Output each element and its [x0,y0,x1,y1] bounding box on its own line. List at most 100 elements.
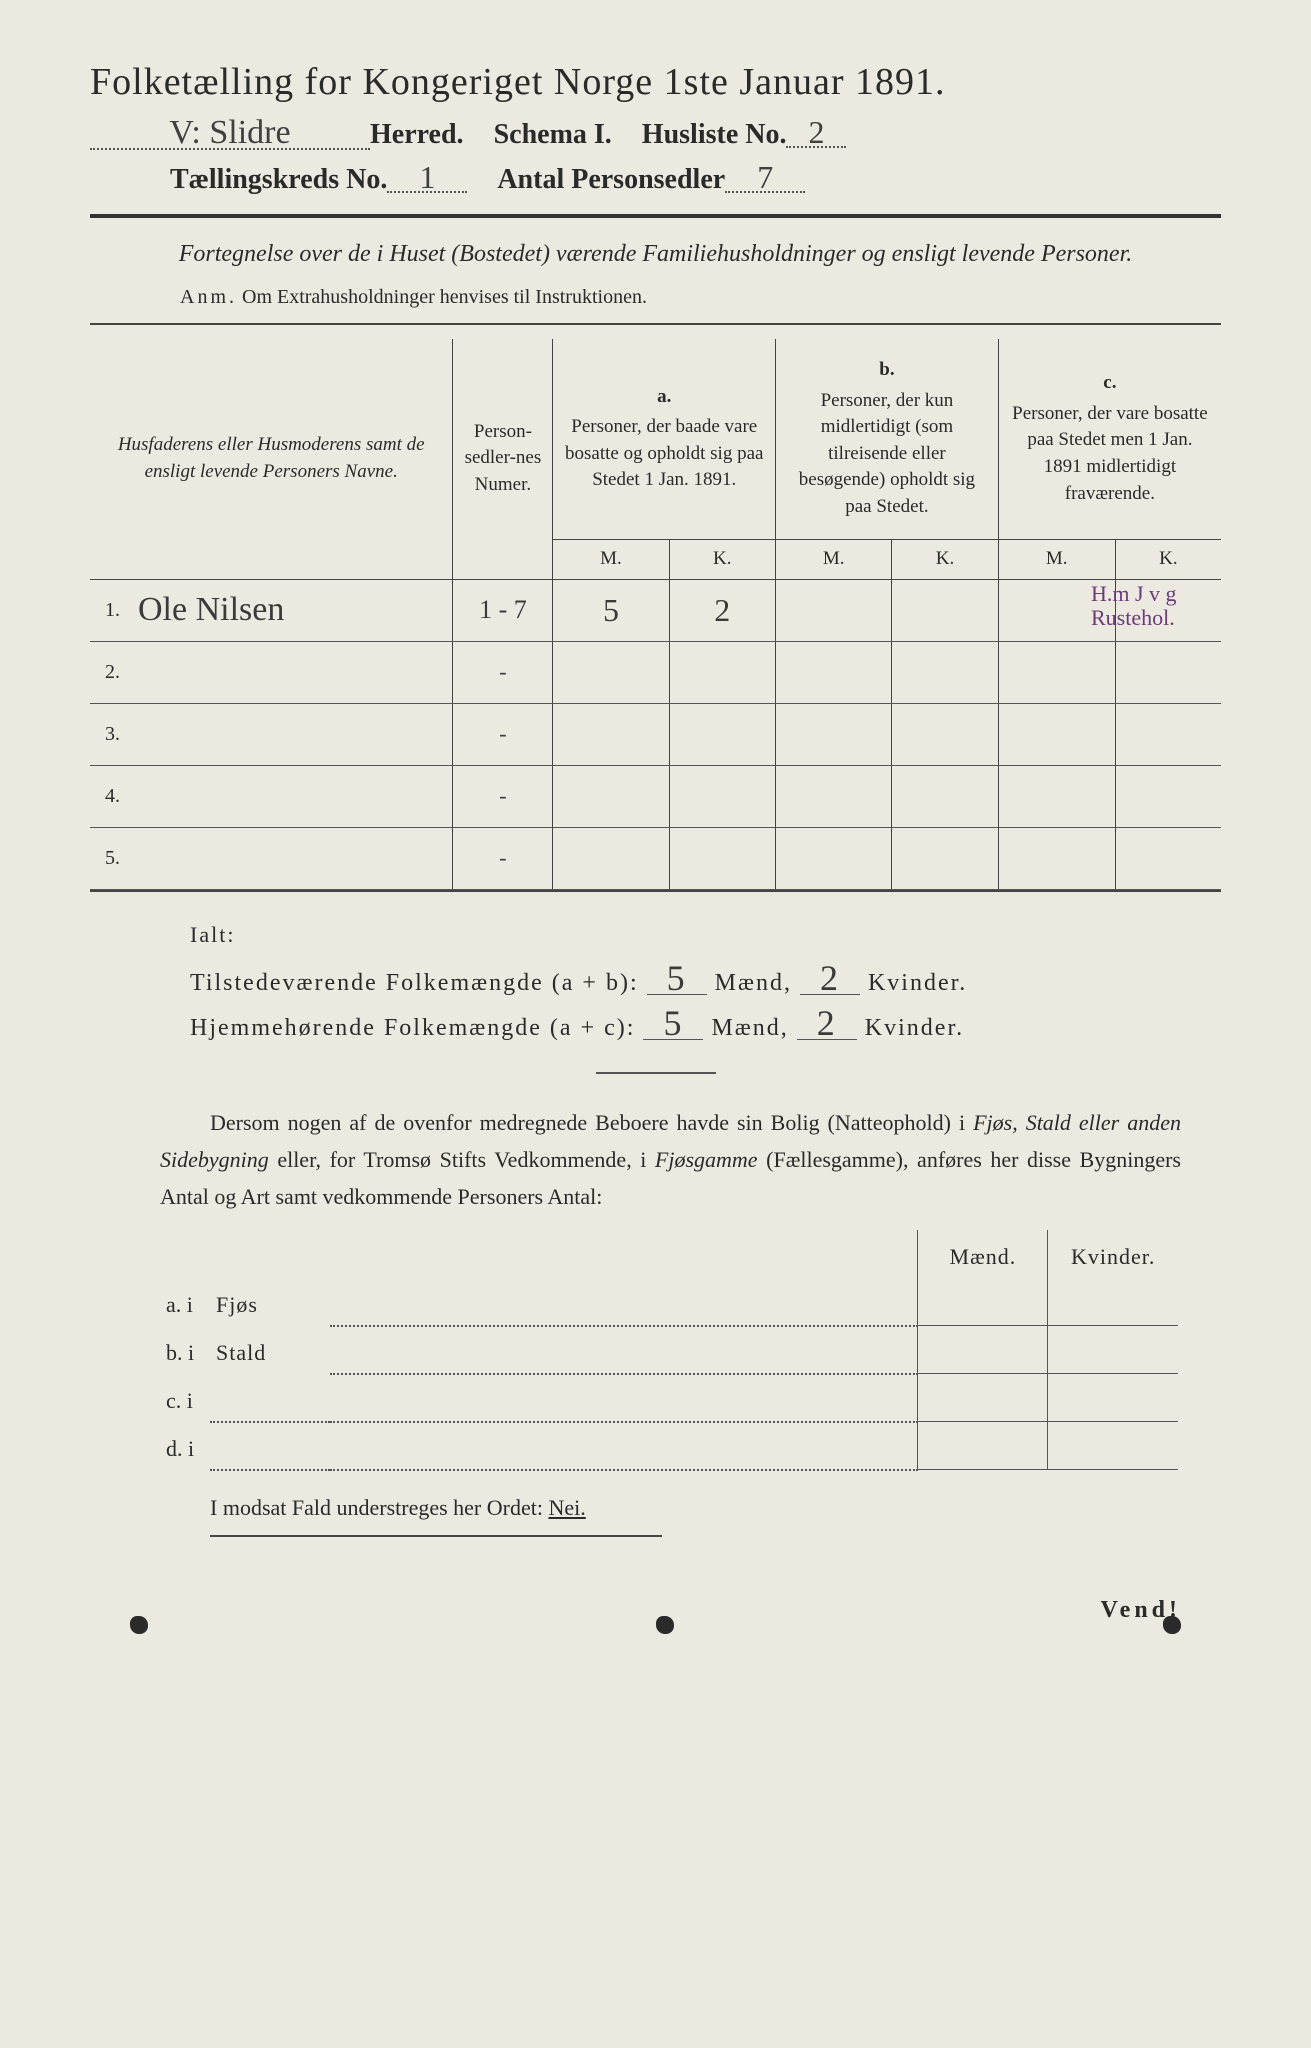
table-row: 5. - [90,827,1221,889]
sum2-m: 5 [643,1007,703,1040]
para-a: Dersom nogen af de ovenfor medregnede Be… [210,1110,973,1135]
table-row: 4. - [90,765,1221,827]
col-a-text: Personer, der baade vare bosatte og opho… [565,416,763,490]
row-am [553,827,669,889]
rule-2 [90,323,1221,325]
form-subtitle: Fortegnelse over de i Huset (Bostedet) v… [90,236,1221,272]
final-b: Nei. [548,1495,585,1520]
col-b-letter: b. [784,357,990,384]
sub-row: d. i [160,1422,1178,1470]
sub-m [918,1422,1048,1470]
paragraph: Dersom nogen af de ovenfor medregnede Be… [160,1104,1181,1216]
sub-k [1048,1374,1178,1422]
sub-m [918,1326,1048,1374]
anm-line: Anm. Om Extrahusholdninger henvises til … [180,286,1221,309]
row-am [553,641,669,703]
row-bm [776,641,892,703]
col-numer: Person-sedler-nes Numer. [453,339,553,579]
maend-label: Mænd, [715,970,792,997]
para-c: eller, for Tromsø Stifts Vedkommende, i [269,1147,655,1172]
col-a: a. Personer, der baade vare bosatte og o… [553,339,776,539]
sub-maend-label: Mænd. [918,1230,1048,1278]
binding-hole-icon [656,1616,674,1634]
row-bk [892,579,999,641]
col-c-letter: c. [1007,370,1213,397]
col-b-k: K. [892,539,999,579]
sub-word: Fjøs [210,1278,330,1326]
row-ak [669,765,776,827]
row-ak [669,703,776,765]
col-a-k: K. [669,539,776,579]
sub-kvinder-label: Kvinder. [1048,1230,1178,1278]
row-numer: - [453,641,553,703]
short-rule [596,1072,716,1074]
binding-hole-icon [130,1616,148,1634]
sub-table: Mænd. Kvinder. a. i Fjøs b. i Stald c. i… [160,1230,1178,1471]
row-num: 1. [90,579,130,641]
ialt-section: Ialt: Tilstedeværende Folkemængde (a + b… [190,922,1221,1042]
row-num: 2. [90,641,130,703]
table-row: 3. - [90,703,1221,765]
husliste-label: Husliste No. [642,119,787,151]
row-am: 5 [553,579,669,641]
antal-field: 7 [725,161,805,193]
row-num: 4. [90,765,130,827]
row-am [553,703,669,765]
sub-k [1048,1326,1178,1374]
kreds-label: Tællingskreds No. [170,164,387,196]
kreds-field: 1 [387,161,467,193]
sub-lab: b. i [160,1326,210,1374]
herred-field: V: Slidre [90,116,370,150]
sum2-label: Hjemmehørende Folkemængde (a + c): [190,1015,635,1042]
row-name [130,703,453,765]
sum-line-2: Hjemmehørende Folkemængde (a + c): 5 Mæn… [190,1007,1221,1042]
table-row: 1. Ole Nilsen 1 - 7 5 2 H.m J v g Rusteh… [90,579,1221,641]
col-b-m: M. [776,539,892,579]
row-ck [1115,641,1221,703]
col-b-text: Personer, der kun midlertidigt (som tilr… [799,390,975,517]
row-bk [892,641,999,703]
rule-4 [210,1535,662,1537]
final-a: I modsat Fald understreges her Ordet: [210,1495,548,1520]
row-bk [892,765,999,827]
vend-label: Vend! [90,1597,1181,1624]
row-am [553,765,669,827]
sub-m [918,1278,1048,1326]
census-form-page: Folketælling for Kongeriget Norge 1ste J… [90,60,1221,1624]
anm-text: Om Extrahusholdninger henvises til Instr… [242,286,647,308]
col-name: Husfaderens eller Husmoderens samt de en… [90,339,453,579]
sub-lab: c. i [160,1374,210,1422]
sub-word: Stald [210,1326,330,1374]
row-ck [1115,703,1221,765]
herred-label: Herred. [370,119,464,151]
antal-label: Antal Personsedler [497,164,725,196]
row-ak: 2 [669,579,776,641]
row-name [130,827,453,889]
col-a-letter: a. [561,384,767,411]
anm-label: Anm. [180,286,237,308]
row-num: 5. [90,827,130,889]
row-ck [1115,827,1221,889]
row-cm [998,703,1115,765]
row-cm [998,827,1115,889]
row-numer: 1 - 7 [453,579,553,641]
row-ck [1115,765,1221,827]
row-bm [776,765,892,827]
row-annotation: H.m J v g Rustehol. [1091,582,1231,630]
header-line-2: Tællingskreds No. 1 Antal Personsedler 7 [170,161,1221,196]
sub-word [210,1374,330,1422]
sum1-label: Tilstedeværende Folkemængde (a + b): [190,970,639,997]
col-c-text: Personer, der vare bosatte paa Stedet me… [1012,403,1208,504]
main-table: Husfaderens eller Husmoderens samt de en… [90,339,1221,890]
binding-hole-icon [1163,1616,1181,1634]
row-cm [998,765,1115,827]
row-name: Ole Nilsen [130,579,453,641]
table-row: 2. - [90,641,1221,703]
kvinder-label: Kvinder. [865,1015,964,1042]
sub-lab: a. i [160,1278,210,1326]
row-bm [776,579,892,641]
row-ak [669,641,776,703]
col-c-m: M. [998,539,1115,579]
row-numer: - [453,703,553,765]
row-ak [669,827,776,889]
